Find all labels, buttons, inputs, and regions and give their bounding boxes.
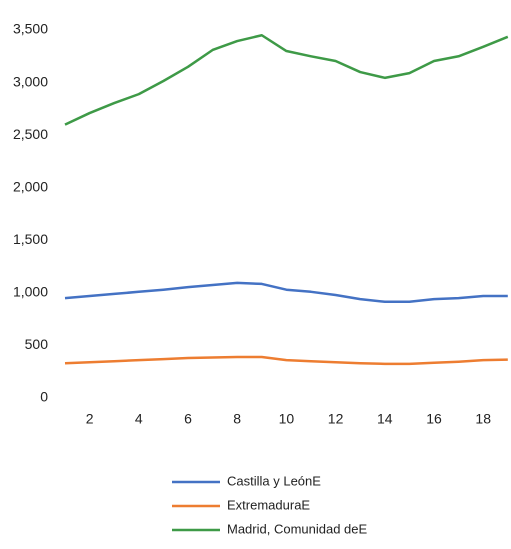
x-tick-label: 10 <box>279 411 295 427</box>
x-tick-label: 6 <box>184 411 192 427</box>
y-tick-label: 2,500 <box>13 126 48 142</box>
legend-label: Castilla y LeónE <box>227 473 321 488</box>
legend-label: Madrid, Comunidad deE <box>227 521 368 536</box>
series-line <box>64 281 508 304</box>
y-tick-label: 500 <box>25 336 49 352</box>
x-tick-label: 4 <box>135 411 143 427</box>
x-tick-label: 8 <box>233 411 241 427</box>
series-line <box>64 34 509 126</box>
x-tick-label: 2 <box>86 411 94 427</box>
x-tick-label: 18 <box>475 411 491 427</box>
y-tick-label: 1,500 <box>13 231 48 247</box>
series-line <box>64 355 508 366</box>
x-tick-label: 16 <box>426 411 442 427</box>
y-tick-label: 2,000 <box>13 178 48 194</box>
y-tick-label: 1,000 <box>13 284 48 300</box>
y-tick-label: 3,500 <box>13 21 48 37</box>
x-tick-label: 14 <box>377 411 393 427</box>
y-tick-label: 0 <box>40 389 48 405</box>
legend-label: ExtremaduraE <box>227 497 310 512</box>
x-tick-label: 12 <box>328 411 344 427</box>
y-tick-label: 3,000 <box>13 73 48 89</box>
